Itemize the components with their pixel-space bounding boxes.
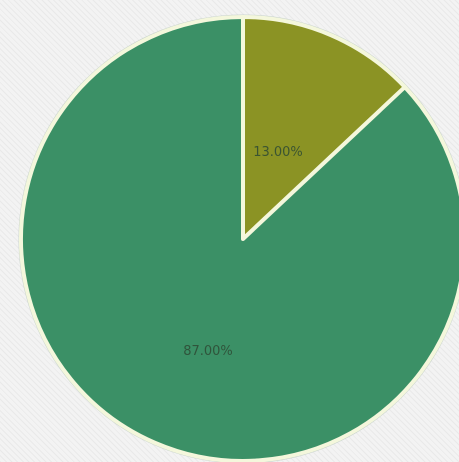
pie-slice-1 bbox=[241, 15, 407, 241]
pie-slice-2 bbox=[19, 15, 459, 462]
pie-slices bbox=[19, 15, 459, 462]
pie-labels: 13.00% 87.00% bbox=[183, 145, 303, 359]
slice-label-2: 87.00% bbox=[183, 344, 233, 359]
slice-label-1: 13.00% bbox=[253, 145, 303, 160]
